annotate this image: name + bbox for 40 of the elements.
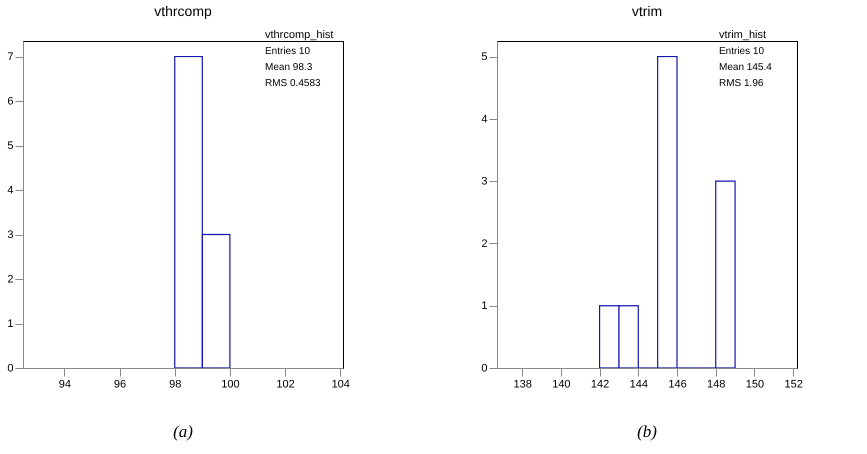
- x-tick-label: 140: [552, 378, 571, 390]
- y-tick-label: 4: [7, 184, 14, 197]
- text: (b): [637, 422, 658, 441]
- y-tick-label: 1: [481, 300, 488, 312]
- y-tick-label: 0: [481, 362, 488, 374]
- y-tick-label: 0: [7, 362, 14, 374]
- x-tick-label: 104: [332, 378, 350, 390]
- annotation: Entries 10: [719, 46, 764, 57]
- text: vtrim_hist: [719, 29, 766, 41]
- chart-title: vtrim: [632, 3, 662, 19]
- x-tick-label: 152: [784, 378, 803, 390]
- chart-title: vthrcomp: [154, 3, 212, 19]
- x-tick-label: 144: [630, 378, 648, 390]
- annotation: Entries 10: [265, 46, 310, 57]
- y-tick-label: 7: [7, 51, 14, 64]
- x-tick-label: 94: [58, 378, 72, 390]
- x-tick-label: 102: [276, 378, 295, 390]
- annotation: RMS 0.4583: [265, 78, 322, 89]
- y-tick-label: 3: [7, 229, 14, 242]
- text: vthrcomp_hist: [265, 29, 334, 41]
- x-tick-label: 150: [746, 378, 764, 390]
- text: (a): [173, 422, 194, 441]
- y-tick-label: 3: [481, 176, 488, 188]
- annotation: RMS 1.96: [719, 78, 764, 89]
- y-tick-label: 5: [7, 140, 14, 152]
- x-tick-label: 98: [169, 378, 182, 390]
- x-tick-label: 146: [668, 378, 687, 390]
- x-tick-label: 142: [590, 378, 610, 390]
- x-tick-label: 148: [707, 378, 726, 390]
- y-tick-label: 1: [7, 318, 14, 330]
- y-tick-label: 6: [7, 96, 14, 108]
- x-tick-label: 96: [114, 378, 126, 390]
- y-tick-label: 2: [481, 238, 488, 250]
- y-tick-label: 5: [481, 51, 488, 64]
- annotation: Mean 98.3: [265, 62, 313, 73]
- y-tick-label: 4: [481, 113, 488, 126]
- annotation: Mean 145.4: [719, 62, 772, 73]
- x-tick-label: 100: [221, 378, 240, 390]
- y-tick-label: 2: [7, 274, 14, 286]
- x-tick-label: 138: [513, 378, 532, 390]
